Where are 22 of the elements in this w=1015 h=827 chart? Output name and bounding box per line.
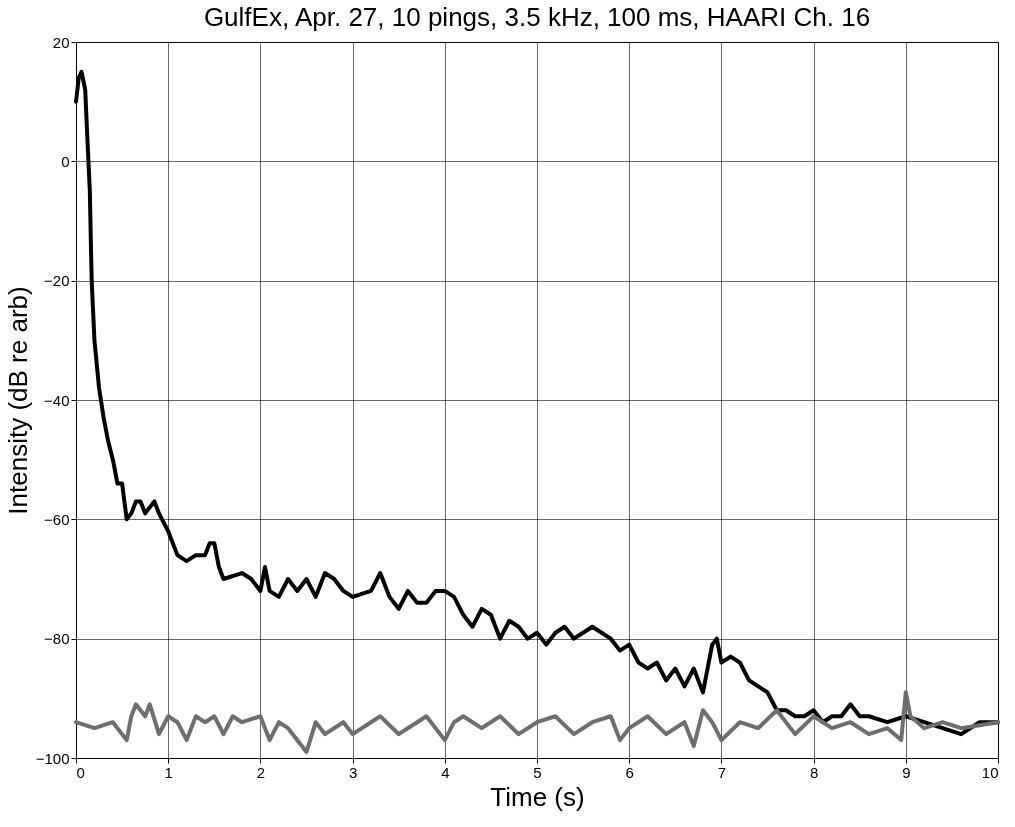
y-tick-label: −100 [35, 749, 70, 767]
x-tick-label: 3 [348, 763, 358, 781]
y-tick-label: −60 [44, 510, 70, 528]
x-tick-label: 0 [76, 763, 85, 781]
x-tick-label: 8 [809, 763, 819, 781]
y-tick-label: −20 [44, 272, 70, 290]
y-tick-label: −40 [44, 391, 70, 409]
x-tick-label: 6 [625, 763, 634, 781]
x-axis-title: Time (s) [490, 781, 585, 812]
y-axis-title: Intensity (dB re arb) [2, 286, 33, 515]
y-tick-label: 20 [52, 33, 70, 51]
x-tick-label: 9 [902, 763, 911, 781]
x-tick-label: 10 [981, 763, 999, 781]
x-tick-label: 5 [533, 763, 542, 781]
x-tick-label: 4 [441, 763, 450, 781]
line-series [74, 690, 1000, 755]
x-tick-label: 1 [164, 763, 173, 781]
y-tick-label: −80 [44, 630, 70, 648]
chart-title: GulfEx, Apr. 27, 10 pings, 3.5 kHz, 100 ms, HAARI Ch. 16 [203, 2, 871, 32]
y-tick-label: 0 [61, 152, 70, 170]
x-tick-label: 2 [256, 763, 266, 781]
x-tick-label: 7 [717, 763, 727, 781]
